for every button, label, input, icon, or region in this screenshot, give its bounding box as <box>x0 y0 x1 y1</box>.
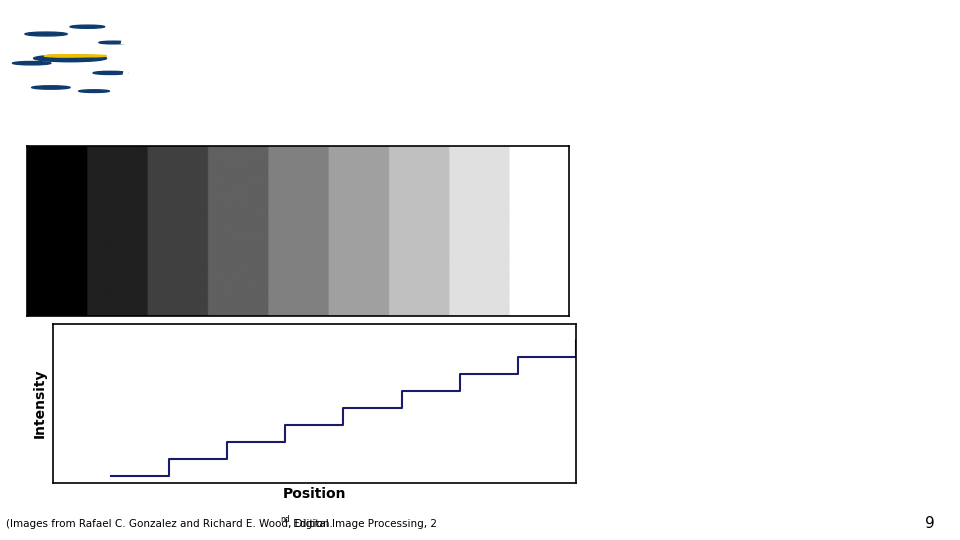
Ellipse shape <box>25 32 67 36</box>
Ellipse shape <box>70 25 105 28</box>
Ellipse shape <box>12 62 51 65</box>
Ellipse shape <box>32 86 70 89</box>
Ellipse shape <box>93 71 128 75</box>
Text: (Images from Rafael C. Gonzalez and Richard E. Wood, Digital Image Processing, 2: (Images from Rafael C. Gonzalez and Rich… <box>7 519 438 529</box>
Ellipse shape <box>99 41 128 44</box>
Ellipse shape <box>44 55 86 57</box>
Text: 9: 9 <box>924 516 934 531</box>
Text: Discrimination: Discrimination <box>120 58 358 86</box>
Ellipse shape <box>72 55 107 57</box>
Text: Edition.: Edition. <box>290 519 332 529</box>
Text: nd: nd <box>280 515 290 524</box>
Text: Mach Band Effect: Mach Band Effect <box>120 95 406 123</box>
X-axis label: Position: Position <box>282 488 347 502</box>
Ellipse shape <box>79 90 109 92</box>
Ellipse shape <box>34 55 107 62</box>
Text: Brightness Adaptation &: Brightness Adaptation & <box>120 22 524 50</box>
Y-axis label: Intensity: Intensity <box>34 369 47 438</box>
